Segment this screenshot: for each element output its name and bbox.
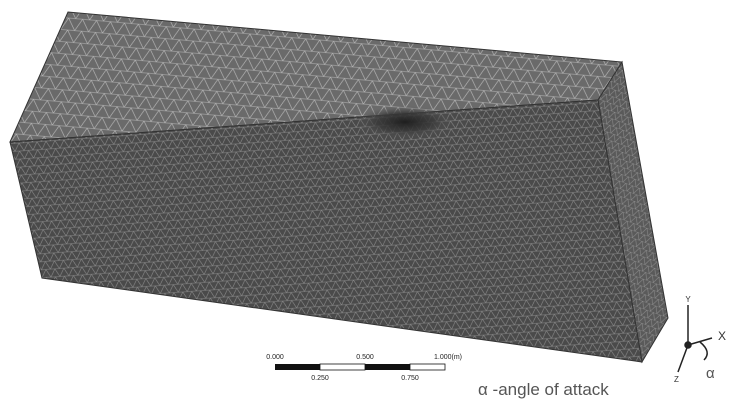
scale-label: 0.000: [266, 354, 284, 361]
origin: [685, 342, 691, 348]
z-axis: [678, 345, 688, 372]
refined-region: [357, 106, 453, 138]
scale-segment: [320, 364, 365, 370]
axis-triad: [678, 305, 712, 372]
scale-segment: [410, 364, 445, 370]
scale-bar: 0.000 0.500 1.000(m) 0.250 0.750: [266, 354, 462, 382]
front-face: [10, 100, 642, 362]
scale-segment: [275, 364, 320, 370]
caption: α -angle of attack: [478, 380, 609, 399]
angle-label: α: [706, 365, 715, 382]
scale-label: 0.750: [401, 375, 419, 382]
scale-label: 1.000(m): [434, 354, 462, 361]
angle-arc: [700, 342, 707, 360]
y-label: Y: [685, 295, 691, 304]
scale-segment: [365, 364, 410, 370]
x-label: X: [718, 329, 726, 343]
z-label: Z: [674, 375, 679, 384]
scale-label: 0.500: [356, 354, 374, 361]
scale-label: 0.250: [311, 375, 329, 382]
mesh-box: [10, 12, 668, 362]
mesh-figure: 0.000 0.500 1.000(m) 0.250 0.750 Y X Z α…: [0, 0, 732, 401]
